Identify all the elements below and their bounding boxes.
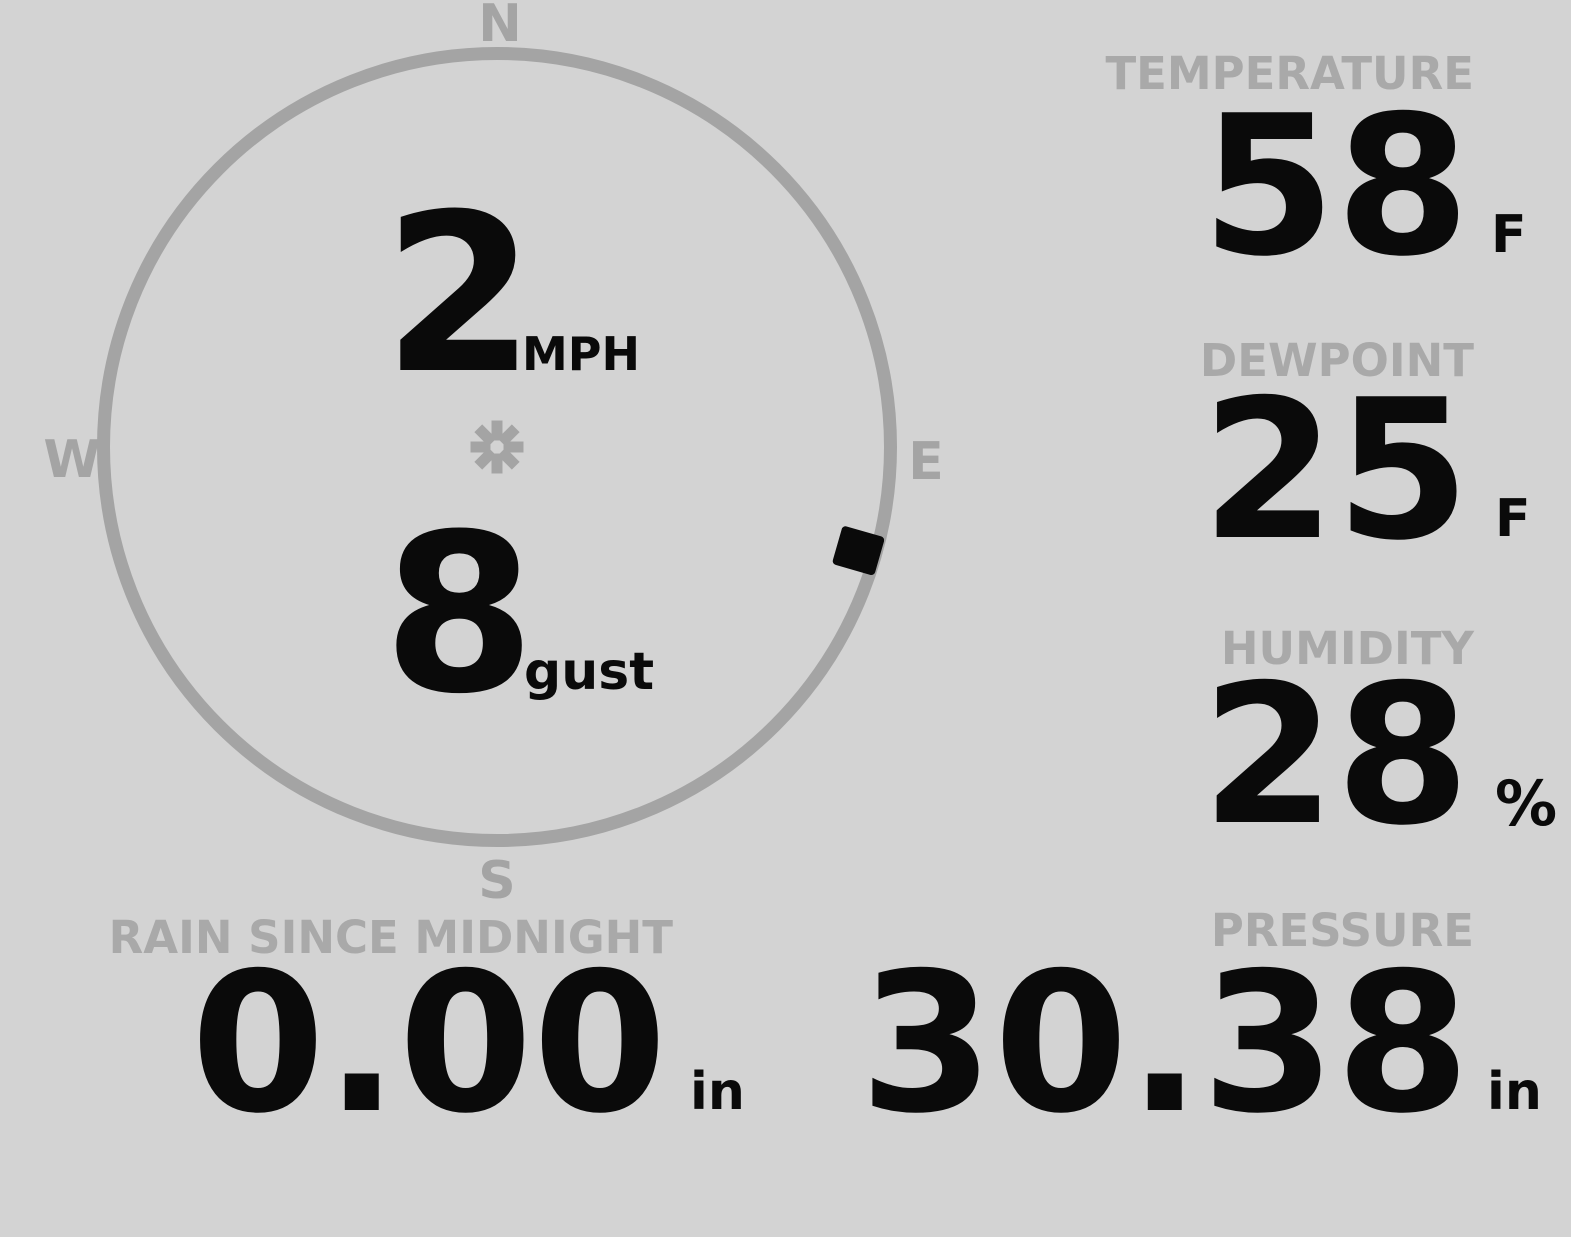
wind-gust-unit: gust — [524, 642, 655, 702]
humidity-value: 28 — [1201, 643, 1470, 868]
wind-direction-marker — [832, 526, 885, 575]
wind-compass — [97, 47, 897, 847]
compass-ring — [97, 47, 897, 847]
dewpoint-value: 25 — [1201, 358, 1470, 583]
compass-label-east: E — [908, 432, 944, 492]
wind-speed-value: 2 — [383, 167, 536, 422]
pressure-label: PRESSURE — [1210, 904, 1474, 957]
rain-label: RAIN SINCE MIDNIGHT — [108, 911, 673, 964]
rain-value: 0.00 — [190, 931, 667, 1156]
compass-label-west: W — [43, 430, 101, 490]
rain-unit: in — [690, 1062, 745, 1122]
compass-ticks — [470, 420, 524, 474]
temperature-label: TEMPERATURE — [1105, 47, 1474, 100]
humidity-label: HUMIDITY — [1220, 622, 1474, 675]
temperature-unit: F — [1491, 205, 1527, 265]
temperature-value: 58 — [1201, 74, 1470, 299]
pressure-value: 30.38 — [859, 931, 1470, 1156]
dewpoint-label: DEWPOINT — [1199, 334, 1474, 387]
dewpoint-unit: F — [1495, 489, 1531, 549]
humidity-unit: % — [1495, 767, 1558, 840]
compass-label-north: N — [478, 0, 522, 54]
wind-gust-value: 8 — [383, 487, 536, 742]
pressure-unit: in — [1487, 1062, 1542, 1122]
compass-label-south: S — [478, 851, 516, 911]
wind-speed-unit: MPH — [522, 327, 640, 381]
